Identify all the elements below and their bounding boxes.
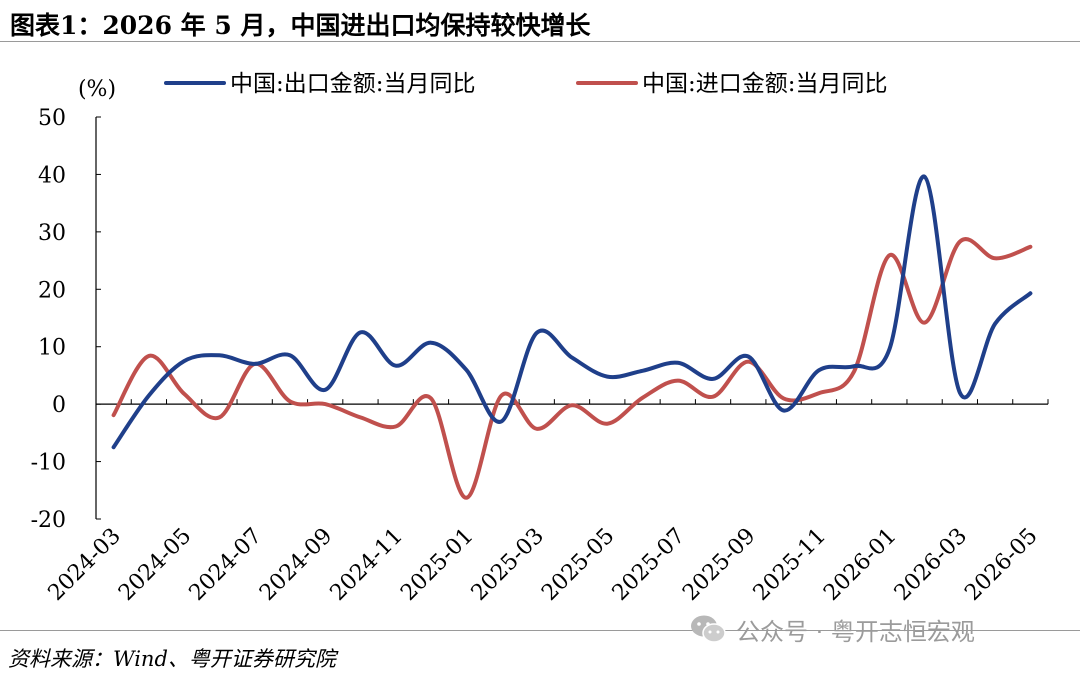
y-tick-label: 50 [38,106,66,131]
x-tick-label: 2025-07 [608,524,690,606]
line-chart: 50403020100-10-20(%)2024-032024-052024-0… [31,71,1049,606]
x-tick-label: 2026-05 [960,524,1042,606]
x-tick-label: 2024-05 [114,524,196,606]
import-yoy-line [111,237,1033,500]
x-tick-label: 2025-11 [749,524,831,606]
chart-title: 图表1：2026 年 5 月，中国进出口均保持较快增长 [10,11,591,40]
y-tick-label: 10 [38,336,66,361]
chart-axes: 50403020100-10-20(%)2024-032024-052024-0… [31,77,1049,606]
watermark: 公众号 · 粤开志恒宏观 [690,612,975,646]
legend-export-label: 中国:出口金额:当月同比 [230,71,476,97]
y-tick-label: 40 [38,163,66,188]
footer-divider [0,630,1080,631]
x-tick-label: 2024-09 [255,524,337,606]
x-tick-label: 2025-09 [678,524,760,606]
chart-series [111,174,1033,500]
x-tick-label: 2025-01 [396,524,478,606]
x-tick-label: 2024-07 [185,524,267,606]
y-tick-label: 0 [52,393,66,418]
x-tick-label: 2024-03 [44,524,126,606]
title-divider [0,41,1080,42]
x-tick-label: 2026-03 [890,524,972,606]
source-note: 资料来源：Wind、粤开证券研究院 [8,647,336,671]
x-tick-label: 2026-01 [819,524,901,606]
x-tick-label: 2025-05 [537,524,619,606]
x-tick-label: 2025-03 [467,524,549,606]
y-axis-unit: (%) [78,77,116,102]
export-yoy-line [111,174,1033,450]
y-tick-label: -20 [31,508,66,533]
y-tick-label: 20 [38,278,66,303]
watermark-text: 公众号 · 粤开志恒宏观 [736,617,975,646]
chart-legend: 中国:出口金额:当月同比 中国:进口金额:当月同比 [164,71,888,97]
x-tick-label: 2024-11 [326,524,408,606]
legend-import-label: 中国:进口金额:当月同比 [642,71,888,97]
y-tick-label: -10 [31,451,66,476]
y-tick-label: 30 [38,221,66,246]
wechat-icon [691,615,726,643]
